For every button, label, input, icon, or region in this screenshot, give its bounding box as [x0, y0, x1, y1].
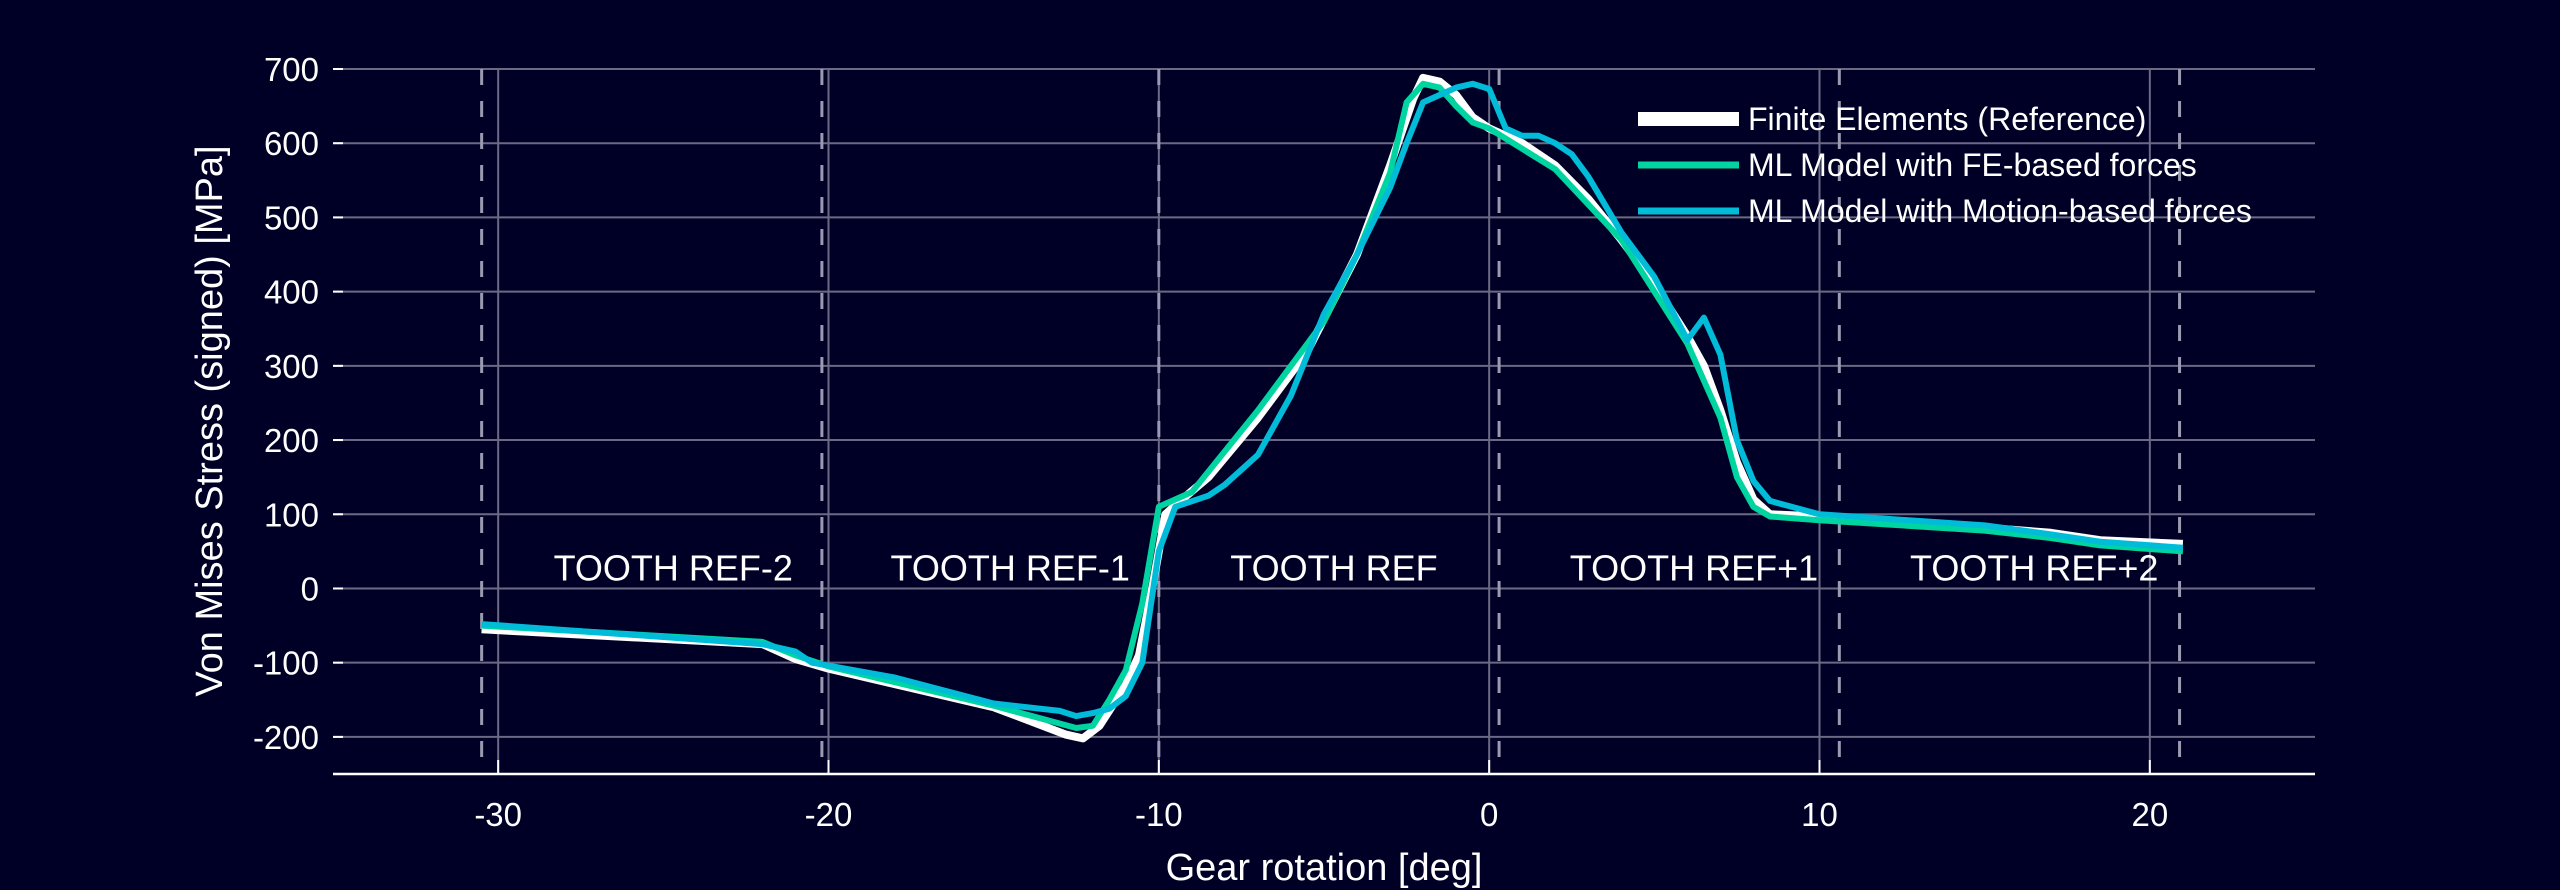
x-tick-label: 20 [2131, 796, 2168, 833]
tooth-label: TOOTH REF-1 [891, 548, 1130, 589]
y-tick-label: 700 [264, 51, 319, 88]
y-tick-label: -200 [253, 719, 319, 756]
tooth-label: TOOTH REF+1 [1570, 548, 1818, 589]
y-tick-label: 500 [264, 199, 319, 236]
x-tick-label: -20 [805, 796, 853, 833]
y-tick-label: 200 [264, 422, 319, 459]
x-axis-label: Gear rotation [deg] [1166, 847, 1483, 889]
tooth-annotations: TOOTH REF-2 TOOTH REF-1 TOOTH REF TOOTH REF… [554, 548, 2159, 589]
y-tick-label: -100 [253, 645, 319, 682]
series-lines [481, 73, 2184, 743]
y-tick-label: 100 [264, 496, 319, 533]
legend-label: Finite Elements (Reference) [1748, 101, 2146, 137]
series-line-1 [481, 73, 2184, 743]
y-tick-label: 600 [264, 125, 319, 162]
x-tick-label: -10 [1135, 796, 1183, 833]
legend-label: ML Model with FE-based forces [1748, 147, 2197, 183]
tooth-boundaries [480, 69, 2182, 774]
x-tick-label: 10 [1801, 796, 1838, 833]
tooth-label: TOOTH REF-2 [554, 548, 793, 589]
legend: Finite Elements (Reference) ML Model with… [1638, 101, 2252, 229]
series-line-3 [481, 80, 2184, 720]
tooth-label: TOOTH REF [1230, 548, 1437, 589]
y-axis-label: Von Mises Stress (signed) [MPa] [189, 145, 231, 696]
x-tick-label: -30 [474, 796, 522, 833]
y-tick-label: 300 [264, 348, 319, 385]
tooth-label: TOOTH REF+2 [1910, 548, 2158, 589]
legend-label: ML Model with Motion-based forces [1748, 193, 2252, 229]
x-tick-label: 0 [1480, 796, 1498, 833]
y-tick-label: 400 [264, 274, 319, 311]
y-tick-label: 0 [301, 570, 319, 607]
series-line-2 [481, 80, 2184, 731]
